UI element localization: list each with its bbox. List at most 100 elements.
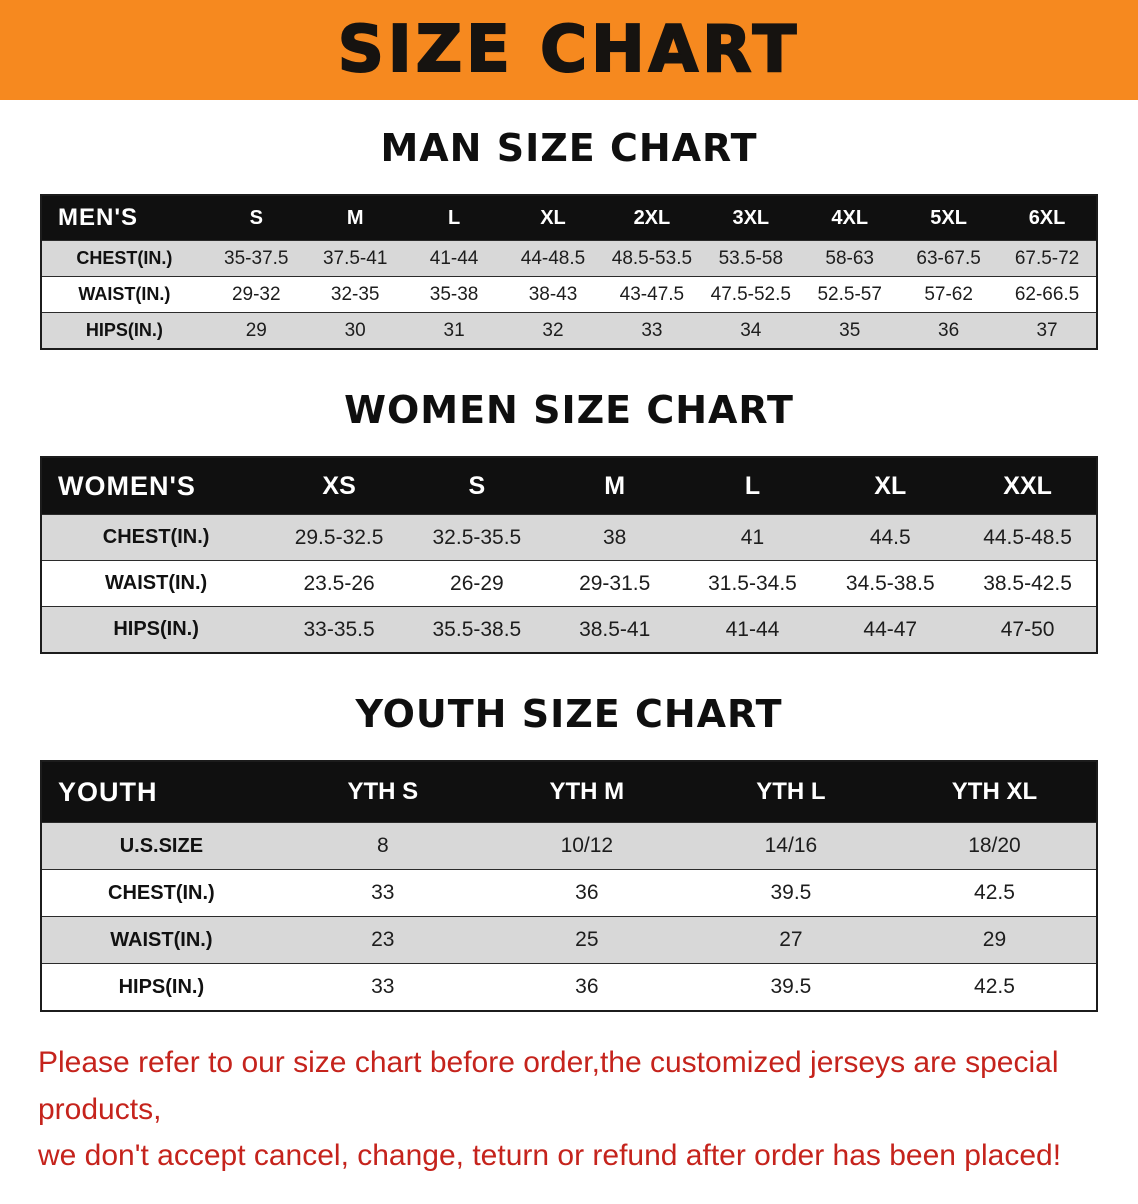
column-header: YTH M bbox=[484, 761, 689, 823]
row-label: WAIST(IN.) bbox=[41, 560, 271, 607]
women-size-section: WOMEN SIZE CHART WOMEN'S XS S M L XL XXL CHEST(… bbox=[0, 388, 1138, 654]
youth-size-table: YOUTH YTH S YTH M YTH L YTH XL U.S.SIZE 8 10/12… bbox=[40, 760, 1098, 1012]
table-row: WAIST(IN.) 23.5-26 26-29 29-31.5 31.5-34.5 34… bbox=[41, 560, 1097, 607]
table-row: HIPS(IN.) 33 36 39.5 42.5 bbox=[41, 963, 1097, 1011]
row-label: HIPS(IN.) bbox=[41, 606, 271, 653]
cell: 31.5-34.5 bbox=[683, 560, 822, 607]
table-row: WAIST(IN.) 29-32 32-35 35-38 38-43 43-47.5 47.… bbox=[41, 276, 1097, 313]
cell: 26-29 bbox=[407, 560, 546, 607]
column-header: XS bbox=[270, 457, 408, 515]
cell: 42.5 bbox=[892, 963, 1097, 1011]
table-row: HIPS(IN.) 33-35.5 35.5-38.5 38.5-41 41-44 44-… bbox=[41, 606, 1097, 653]
row-label: CHEST(IN.) bbox=[41, 514, 271, 561]
cell: 29-32 bbox=[206, 276, 306, 313]
cell: 38-43 bbox=[503, 276, 603, 313]
cell: 32.5-35.5 bbox=[407, 514, 546, 561]
cell: 41 bbox=[683, 514, 822, 561]
size-table: MEN'S S M L XL 2XL 3XL 4XL 5XL 6XL CHEST(IN.) 35-37… bbox=[40, 194, 1098, 350]
women-size-table: WOMEN'S XS S M L XL XXL CHEST(IN.) 29.5-32.5 32.5… bbox=[40, 456, 1098, 654]
cell: 62-66.5 bbox=[998, 276, 1097, 313]
men-section-title: MAN SIZE CHART bbox=[380, 126, 758, 170]
cell: 44.5-48.5 bbox=[959, 514, 1097, 561]
row-label: WAIST(IN.) bbox=[41, 916, 281, 964]
cell: 41-44 bbox=[683, 606, 822, 653]
header-row: YOUTH YTH S YTH M YTH L YTH XL bbox=[41, 761, 1097, 823]
cell: 36 bbox=[484, 963, 689, 1011]
men-size-section: MAN SIZE CHART MEN'S S M L XL 2XL 3XL 4XL 5XL 6XL… bbox=[0, 126, 1138, 350]
row-label: HIPS(IN.) bbox=[41, 963, 281, 1011]
cell: 25 bbox=[484, 916, 689, 964]
cell: 29 bbox=[892, 916, 1097, 964]
cell: 52.5-57 bbox=[800, 276, 900, 313]
table-row: CHEST(IN.) 35-37.5 37.5-41 41-44 44-48.5 48.5… bbox=[41, 240, 1097, 277]
cell: 33-35.5 bbox=[270, 606, 408, 653]
cell: 47-50 bbox=[959, 606, 1097, 653]
table-row: CHEST(IN.) 33 36 39.5 42.5 bbox=[41, 869, 1097, 917]
column-header: XL bbox=[503, 195, 603, 241]
cell: 63-67.5 bbox=[899, 240, 999, 277]
size-table: YOUTH YTH S YTH M YTH L YTH XL U.S.SIZE 8 10/12… bbox=[40, 760, 1098, 1012]
cell: 29 bbox=[206, 312, 306, 349]
column-header: XXL bbox=[959, 457, 1097, 515]
cell: 29.5-32.5 bbox=[270, 514, 408, 561]
cell: 67.5-72 bbox=[998, 240, 1097, 277]
header-row: MEN'S S M L XL 2XL 3XL 4XL 5XL 6XL bbox=[41, 195, 1097, 241]
disclaimer-notice: Please refer to our size chart before or… bbox=[38, 1040, 1100, 1180]
table-corner-label: MEN'S bbox=[41, 195, 207, 241]
cell: 39.5 bbox=[688, 869, 893, 917]
cell: 58-63 bbox=[800, 240, 900, 277]
cell: 37.5-41 bbox=[305, 240, 405, 277]
size-table: WOMEN'S XS S M L XL XXL CHEST(IN.) 29.5-32.5 32.5… bbox=[40, 456, 1098, 654]
cell: 33 bbox=[602, 312, 702, 349]
cell: 18/20 bbox=[892, 822, 1097, 870]
title-banner: SIZE CHART bbox=[0, 0, 1138, 100]
cell: 23 bbox=[280, 916, 485, 964]
disclaimer-line-2: we don't accept cancel, change, teturn o… bbox=[38, 1139, 1062, 1172]
cell: 23.5-26 bbox=[270, 560, 408, 607]
column-header: 4XL bbox=[800, 195, 900, 241]
row-label: HIPS(IN.) bbox=[41, 312, 207, 349]
cell: 37 bbox=[998, 312, 1097, 349]
row-label: WAIST(IN.) bbox=[41, 276, 207, 313]
cell: 32-35 bbox=[305, 276, 405, 313]
cell: 43-47.5 bbox=[602, 276, 702, 313]
column-header: M bbox=[305, 195, 405, 241]
cell: 14/16 bbox=[688, 822, 893, 870]
cell: 31 bbox=[404, 312, 504, 349]
cell: 35-37.5 bbox=[206, 240, 306, 277]
column-header: M bbox=[545, 457, 684, 515]
cell: 36 bbox=[484, 869, 689, 917]
column-header: L bbox=[683, 457, 822, 515]
cell: 44-47 bbox=[821, 606, 960, 653]
cell: 44.5 bbox=[821, 514, 960, 561]
cell: 34.5-38.5 bbox=[821, 560, 960, 607]
cell: 38 bbox=[545, 514, 684, 561]
table-row: HIPS(IN.) 29 30 31 32 33 34 35 36 37 bbox=[41, 312, 1097, 349]
column-header: S bbox=[206, 195, 306, 241]
cell: 38.5-42.5 bbox=[959, 560, 1097, 607]
cell: 36 bbox=[899, 312, 999, 349]
cell: 44-48.5 bbox=[503, 240, 603, 277]
column-header: 2XL bbox=[602, 195, 702, 241]
cell: 8 bbox=[280, 822, 485, 870]
youth-section-title: YOUTH SIZE CHART bbox=[355, 692, 783, 736]
youth-size-section: YOUTH SIZE CHART YOUTH YTH S YTH M YTH L YTH… bbox=[0, 692, 1138, 1012]
cell: 33 bbox=[280, 869, 485, 917]
cell: 35 bbox=[800, 312, 900, 349]
column-header: YTH S bbox=[280, 761, 485, 823]
cell: 57-62 bbox=[899, 276, 999, 313]
column-header: YTH XL bbox=[892, 761, 1097, 823]
cell: 34 bbox=[701, 312, 801, 349]
cell: 32 bbox=[503, 312, 603, 349]
cell: 48.5-53.5 bbox=[602, 240, 702, 277]
cell: 53.5-58 bbox=[701, 240, 801, 277]
table-corner-label: WOMEN'S bbox=[41, 457, 271, 515]
cell: 41-44 bbox=[404, 240, 504, 277]
header-row: WOMEN'S XS S M L XL XXL bbox=[41, 457, 1097, 515]
cell: 42.5 bbox=[892, 869, 1097, 917]
cell: 33 bbox=[280, 963, 485, 1011]
column-header: L bbox=[404, 195, 504, 241]
disclaimer-line-1: Please refer to our size chart before or… bbox=[38, 1046, 1059, 1126]
men-size-table: MEN'S S M L XL 2XL 3XL 4XL 5XL 6XL CHEST(IN.) 35-37… bbox=[40, 194, 1098, 350]
